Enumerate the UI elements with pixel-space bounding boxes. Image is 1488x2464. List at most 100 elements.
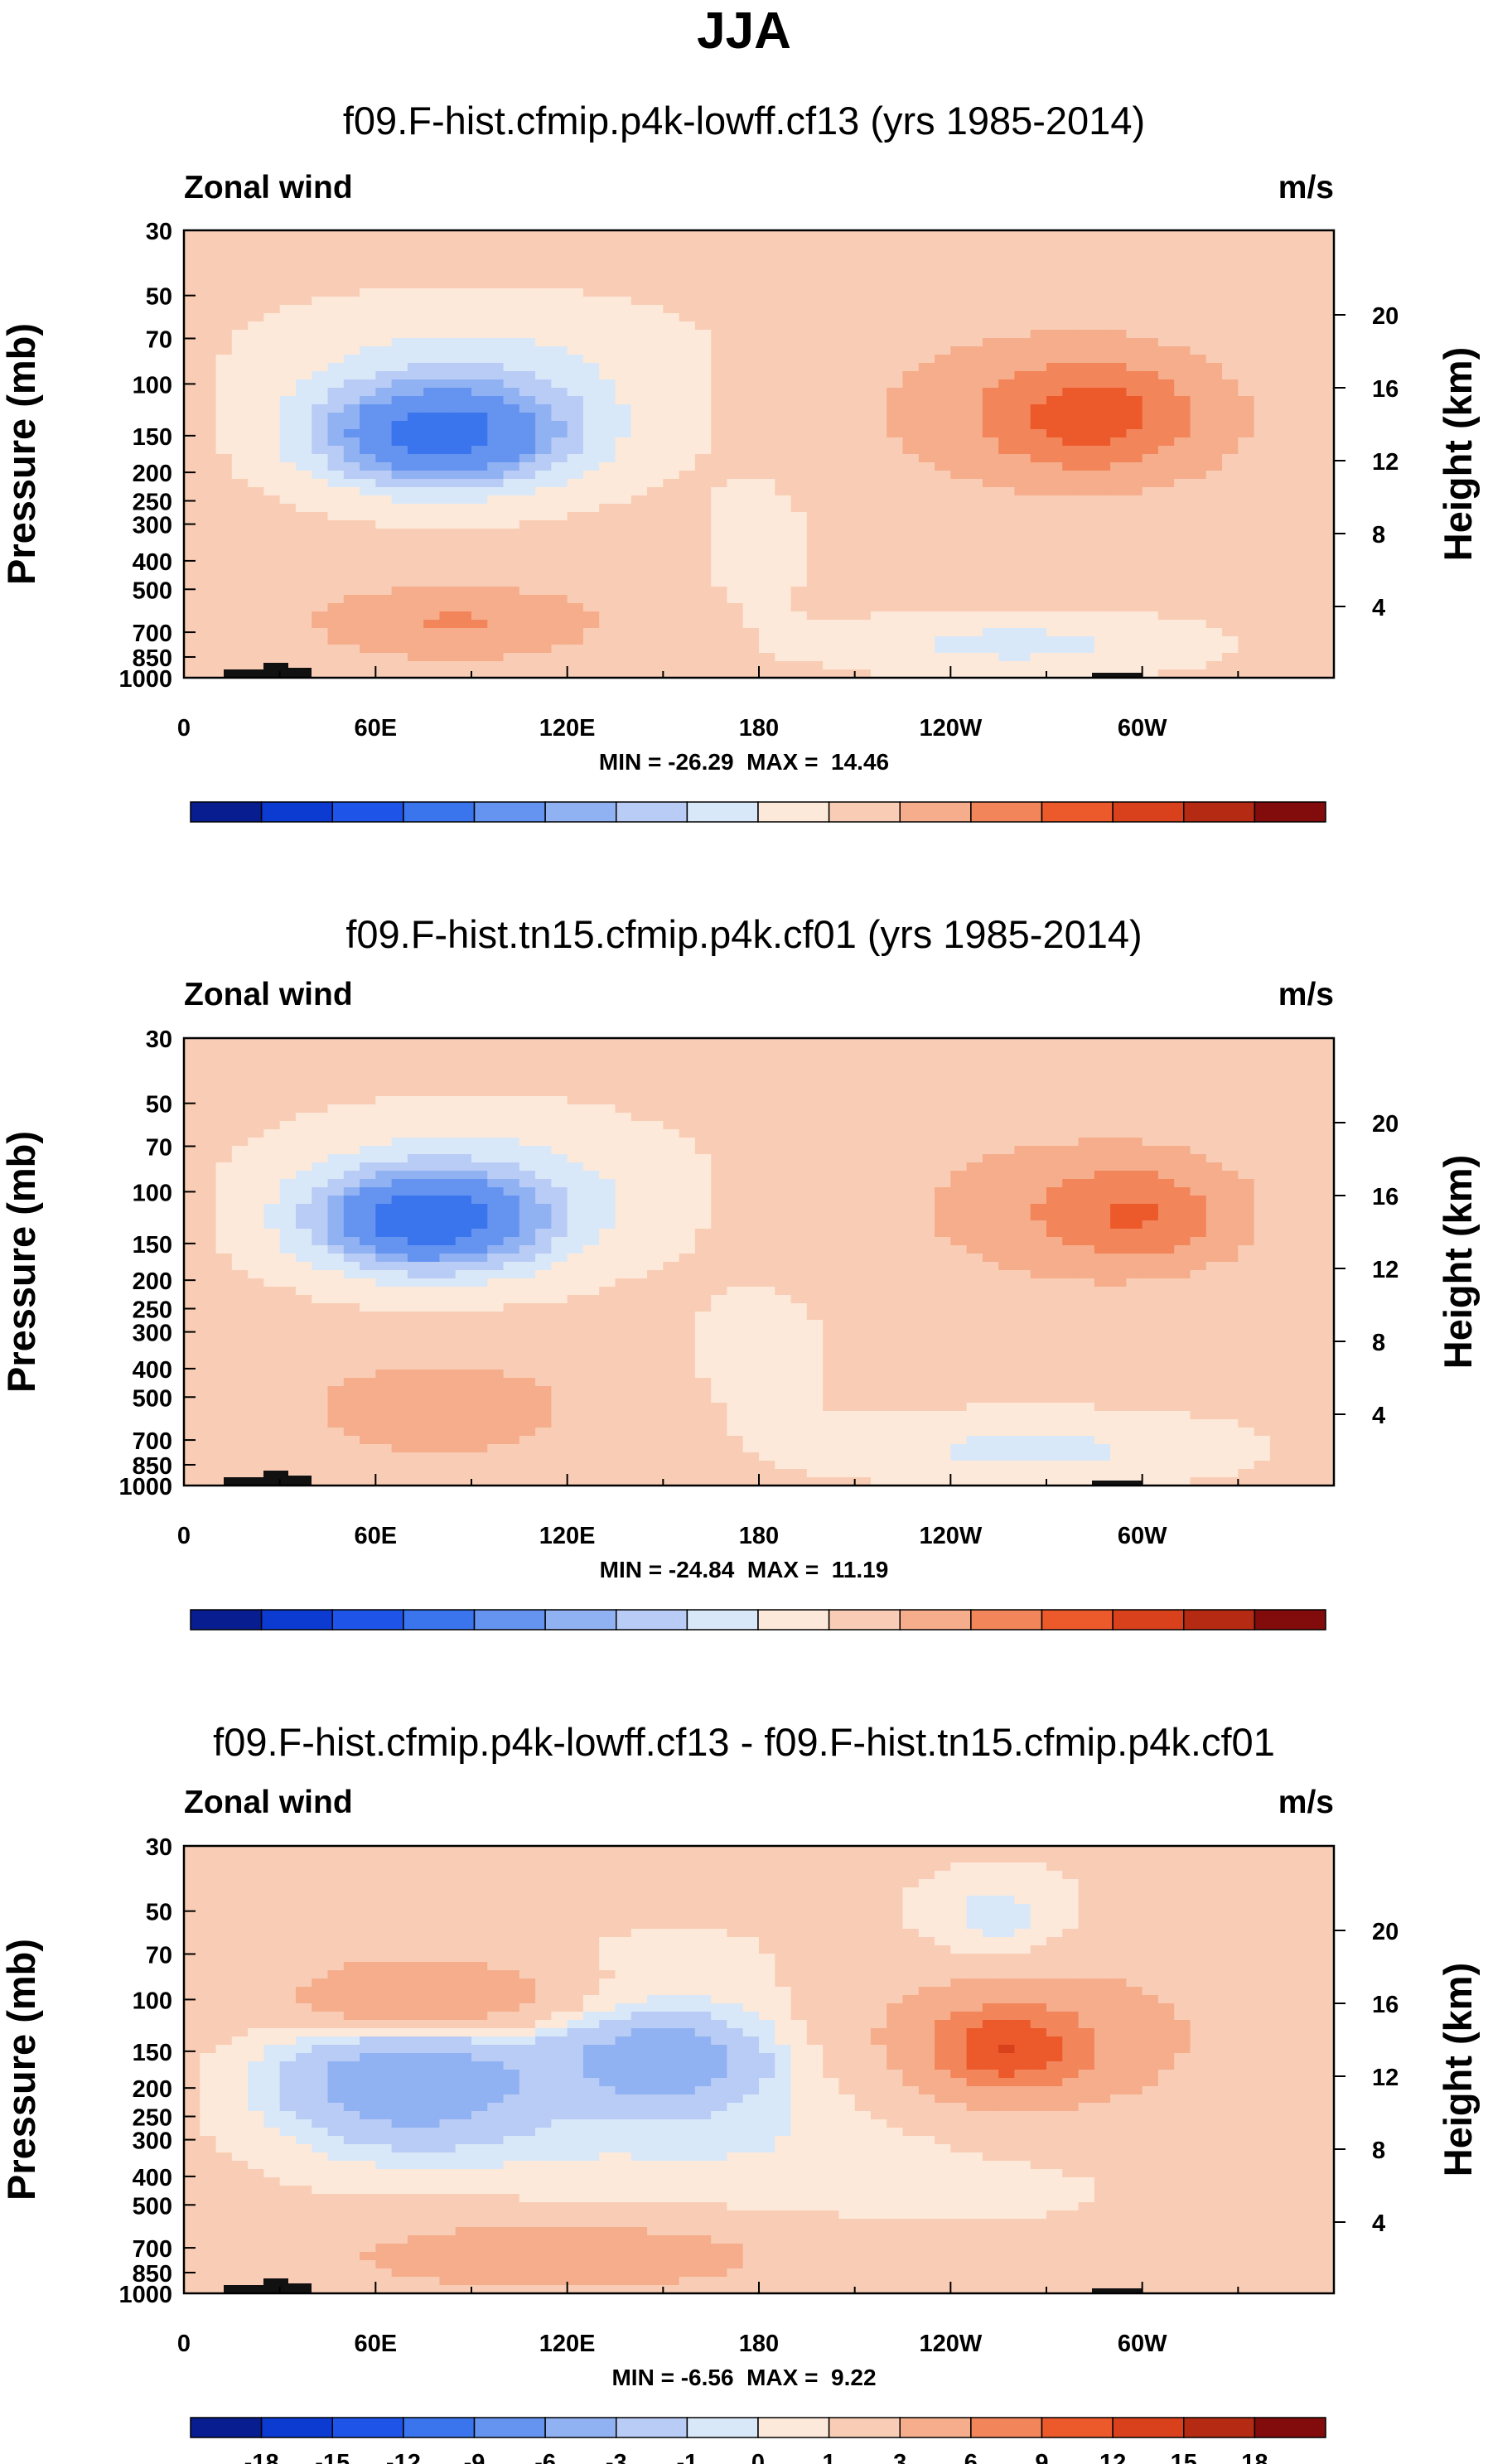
field-cell: [854, 379, 872, 389]
field-cell: [535, 288, 552, 297]
field-cell: [630, 595, 648, 604]
field-cell: [375, 371, 393, 380]
field-cell: [870, 346, 887, 355]
field-cell: [391, 247, 408, 256]
field-cell: [1030, 446, 1047, 455]
field-cell: [1317, 529, 1335, 538]
field-cell: [854, 404, 872, 413]
field-cell: [1269, 1046, 1287, 1056]
field-cell: [694, 595, 712, 604]
field-cell: [694, 454, 712, 463]
field-cell: [918, 305, 935, 314]
field-cell: [742, 255, 760, 264]
field-cell: [487, 669, 505, 679]
field-cell: [343, 1071, 360, 1080]
field-cell: [1222, 288, 1239, 297]
field-cell: [790, 669, 808, 679]
field-cell: [694, 570, 712, 579]
field-cell: [918, 1088, 935, 1097]
field-cell: [407, 512, 424, 521]
field-cell: [519, 288, 536, 297]
field-cell: [1286, 620, 1303, 629]
field-cell: [279, 1088, 297, 1097]
field-cell: [263, 1113, 281, 1122]
field-cell: [1157, 1146, 1175, 1155]
field-cell: [950, 504, 968, 513]
field-cell: [423, 628, 441, 637]
field-cell: [263, 363, 281, 372]
field-cell: [759, 272, 775, 281]
field-cell: [727, 379, 744, 389]
field-cell: [1142, 429, 1159, 438]
field-cell: [471, 371, 488, 380]
field-cell: [711, 355, 728, 364]
field-cell: [1269, 305, 1287, 314]
field-cell: [599, 239, 616, 248]
field-cell: [918, 454, 935, 463]
field-cell: [1030, 239, 1047, 248]
field-cell: [1174, 379, 1191, 389]
field-cell: [1094, 620, 1111, 629]
field-cell: [471, 562, 488, 571]
field-cell: [759, 653, 775, 662]
field-cell: [1222, 388, 1239, 397]
field-cell: [742, 1046, 760, 1056]
field-cell: [503, 471, 520, 480]
field-cell: [1254, 404, 1271, 413]
field-cell: [982, 636, 999, 645]
field-cell: [1157, 446, 1175, 455]
field-cell: [663, 1046, 680, 1056]
field-cell: [1269, 446, 1287, 455]
field-cell: [1222, 280, 1239, 289]
field-cell: [854, 1121, 872, 1130]
field-cell: [1174, 578, 1191, 587]
field-cell: [902, 504, 920, 513]
field-cell: [1094, 512, 1111, 521]
field-cell: [1078, 661, 1095, 670]
field-cell: [327, 379, 345, 389]
field-cell: [248, 1055, 264, 1064]
field-cell: [582, 421, 600, 430]
field-cell: [1302, 1088, 1319, 1097]
field-cell: [582, 628, 600, 637]
field-cell: [870, 429, 887, 438]
field-cell: [1110, 338, 1127, 347]
field-cell: [1157, 313, 1175, 322]
field-cell: [679, 661, 696, 670]
field-cell: [838, 230, 856, 239]
field-cell: [295, 1088, 312, 1097]
field-cell: [982, 297, 999, 306]
field-cell: [759, 661, 775, 670]
field-cell: [279, 263, 297, 273]
field-cell: [231, 595, 249, 604]
field-cell: [1174, 487, 1191, 496]
field-cell: [982, 355, 999, 364]
field-cell: [1014, 437, 1031, 447]
field-cell: [887, 421, 904, 430]
field-cell: [1238, 396, 1255, 405]
height-axis-title: Height (km): [1436, 347, 1480, 562]
field-cell: [503, 636, 520, 645]
field-cell: [503, 321, 520, 331]
field-cell: [1126, 479, 1143, 488]
field-cell: [1238, 520, 1255, 529]
field-cell: [1078, 1113, 1095, 1122]
field-cell: [1126, 587, 1143, 596]
field-cell: [1157, 280, 1175, 289]
field-cell: [1046, 1046, 1063, 1056]
field-cell: [823, 288, 839, 297]
field-cell: [503, 595, 520, 604]
field-cell: [1014, 305, 1031, 314]
field-cell: [647, 371, 664, 380]
field-cell: [312, 330, 329, 339]
panel-2: f09.F-hist.tn15.cfmip.p4k.cf01 (yrs 1985…: [0, 808, 1488, 1636]
field-cell: [487, 321, 505, 331]
field-cell: [519, 371, 536, 380]
field-cell: [775, 661, 792, 670]
field-cell: [1157, 429, 1175, 438]
field-cell: [902, 1104, 920, 1114]
field-cell: [935, 272, 951, 281]
field-cell: [1222, 255, 1239, 264]
field-cell: [200, 1146, 217, 1155]
field-cell: [407, 661, 424, 670]
